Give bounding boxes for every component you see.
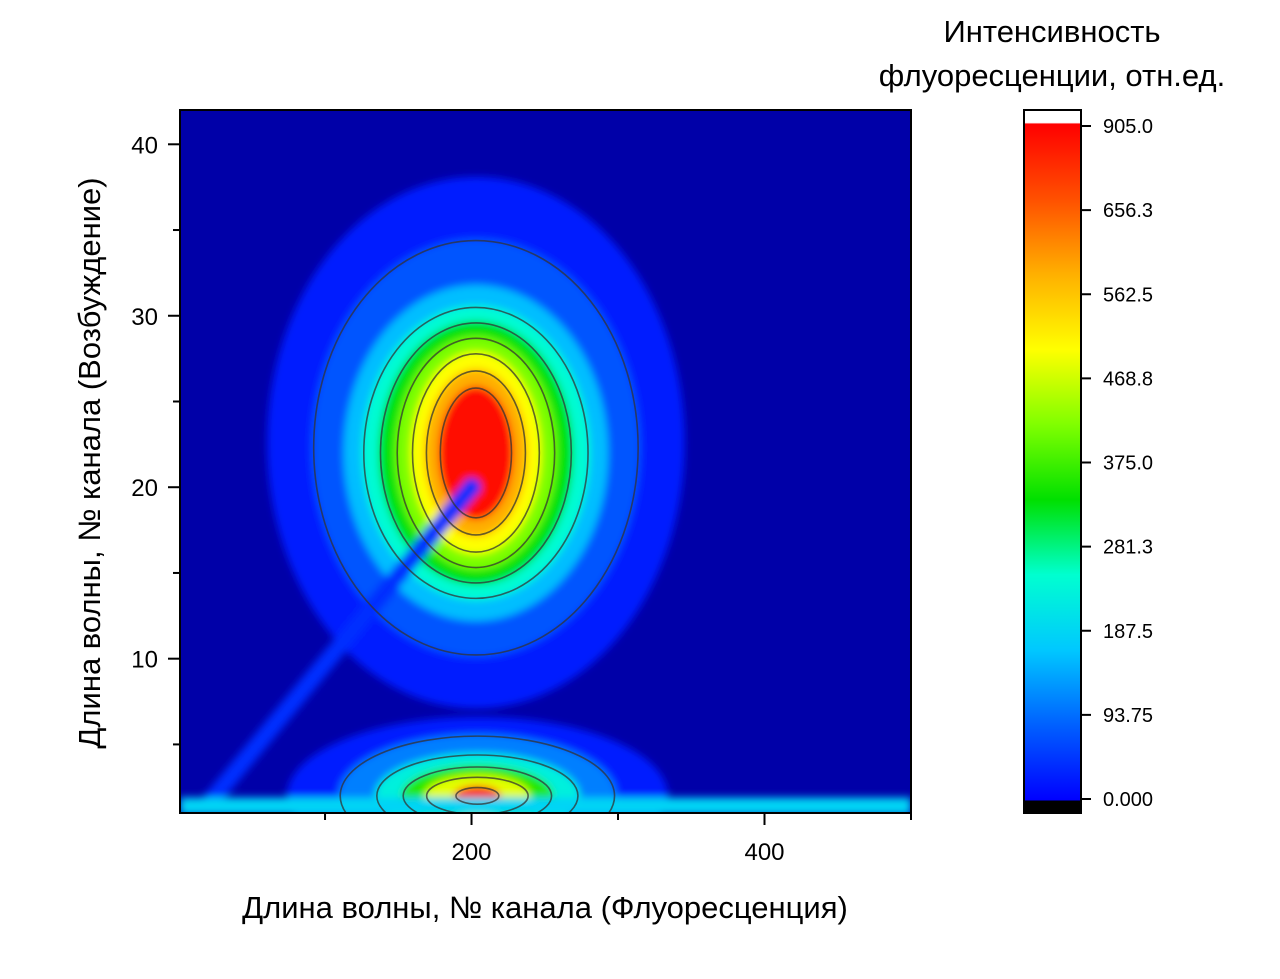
colorbar-tick-label: 0.000 <box>1103 789 1153 811</box>
contour-line <box>402 766 553 813</box>
contour-line <box>425 776 529 813</box>
contour-line <box>439 387 513 519</box>
colorbar-tick-label: 656.3 <box>1103 200 1153 222</box>
contour-line <box>362 306 589 600</box>
colorbar-tick-label: 187.5 <box>1103 621 1153 643</box>
contour-line <box>379 322 573 584</box>
colorbar-tick-label: 468.8 <box>1103 368 1153 390</box>
colorbar-tick-label: 375.0 <box>1103 453 1153 475</box>
y-axis: 10 20 30 40 <box>131 132 180 746</box>
y-tick-label: 40 <box>131 132 158 159</box>
colorbar-tick-label: 281.3 <box>1103 537 1153 559</box>
plot-area <box>180 110 911 813</box>
colorbar-tick-label: 562.5 <box>1103 284 1153 306</box>
scatter-ridge-point <box>462 478 481 497</box>
x-axis-title: Длина волны, № канала (Флуоресценция) <box>242 890 848 925</box>
x-tick-label: 400 <box>744 839 784 866</box>
colorbar-title-line-1: Интенсивность <box>943 14 1160 49</box>
contour-line <box>376 754 579 813</box>
x-axis: 200 400 <box>324 813 912 866</box>
baseline-band <box>180 797 911 813</box>
contour-line <box>411 352 541 553</box>
colorbar-ticks: 0.000 93.75 187.5 281.3 375.0 468.8 562.5 656.3… <box>1081 116 1153 811</box>
scatter-ridge <box>198 478 481 813</box>
colorbar: 0.000 93.75 187.5 281.3 375.0 468.8 562.5 656.3… <box>1023 109 1153 814</box>
colorbar-tick-label: 93.75 <box>1103 705 1153 727</box>
y-tick-label: 30 <box>131 304 158 331</box>
colorbar-title-line-2: флуоресценции, отн.ед. <box>879 58 1225 93</box>
plot-frame <box>179 109 912 814</box>
colorbar-gradient-bar <box>1024 110 1081 813</box>
y-axis-title: Длина волны, № канала (Возбуждение) <box>72 177 107 748</box>
x-tick-label: 200 <box>451 839 491 866</box>
contour-line <box>396 337 556 569</box>
contour-line <box>425 370 527 536</box>
contour-line <box>312 239 639 656</box>
contour-line <box>339 735 616 813</box>
contour-line <box>455 786 500 805</box>
contour-lines <box>312 239 639 813</box>
y-tick-label: 10 <box>131 647 158 674</box>
intensity-level-fill <box>438 386 514 520</box>
y-tick-label: 20 <box>131 475 158 502</box>
colorbar-tick-label: 905.0 <box>1103 116 1153 138</box>
